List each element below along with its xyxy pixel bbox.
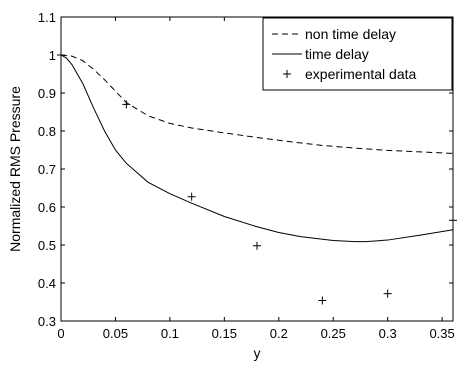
series-line-time-delay xyxy=(60,54,454,243)
x-tick-label: 0.25 xyxy=(321,326,346,341)
y-tick-label: 0.9 xyxy=(38,86,56,101)
x-axis-label: y xyxy=(254,345,261,361)
x-tick-label: 0.3 xyxy=(379,326,397,341)
x-tick-label: 0.05 xyxy=(103,326,128,341)
x-tick-label: 0.35 xyxy=(429,326,454,341)
y-tick-label: 0.8 xyxy=(38,124,56,139)
y-tick-label: 1.1 xyxy=(38,10,56,25)
series-layer xyxy=(57,51,457,305)
y-axis-label: Normalized RMS Pressure xyxy=(7,86,23,252)
legend-plus-marker-icon xyxy=(283,70,291,78)
y-tick-label: 1 xyxy=(49,48,56,63)
data-point-experimental xyxy=(383,289,392,298)
data-point-experimental xyxy=(253,241,261,250)
data-point-experimental xyxy=(122,100,131,109)
data-point-experimental xyxy=(318,296,327,305)
series-line-non-time-delay xyxy=(60,54,454,154)
legend-label-non-time-delay: non time delay xyxy=(305,26,396,42)
ticks-layer xyxy=(60,16,453,322)
x-tick-label: 0.2 xyxy=(270,326,288,341)
y-tick-label: 0.6 xyxy=(38,200,56,215)
x-tick-label: 0.15 xyxy=(212,326,237,341)
x-tick-label: 0.1 xyxy=(161,326,179,341)
legend-label-experimental-data: experimental data xyxy=(305,66,417,82)
legend: non time delay time delay experimental d… xyxy=(262,17,453,91)
tick-labels-layer: 0 0.05 0.1 0.15 0.2 0.25 0.3 0.35 0.3 0.4 0.5 0.6 0.… xyxy=(38,10,455,341)
legend-label-time-delay: time delay xyxy=(305,46,369,62)
y-tick-label: 0.4 xyxy=(38,276,56,291)
data-point-experimental xyxy=(187,192,196,201)
y-tick-label: 0.3 xyxy=(38,314,56,329)
x-tick-label: 0 xyxy=(57,326,64,341)
y-tick-label: 0.5 xyxy=(38,238,56,253)
y-tick-label: 0.7 xyxy=(38,162,56,177)
